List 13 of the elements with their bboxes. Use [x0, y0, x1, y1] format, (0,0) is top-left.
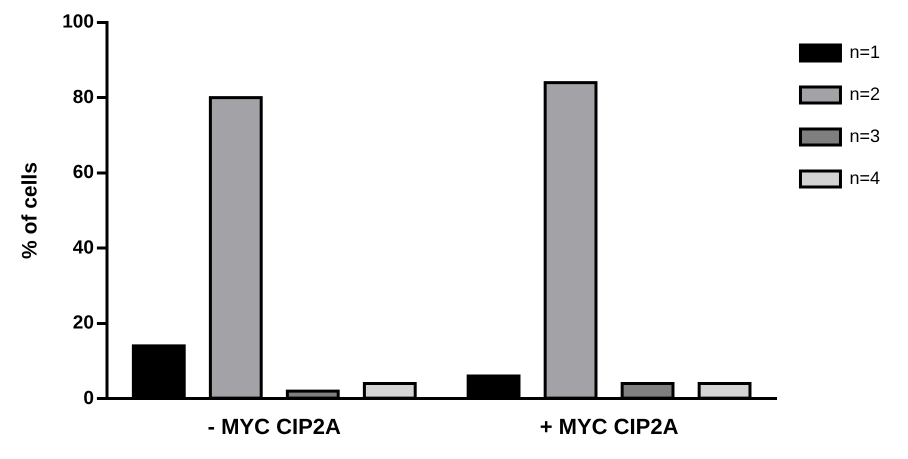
y-tick-label: 20 — [72, 312, 94, 334]
legend-label: n=3 — [849, 126, 880, 146]
y-tick-label: 0 — [83, 388, 94, 409]
y-tick-label: 100 — [62, 12, 94, 33]
y-tick-label: 60 — [72, 162, 94, 184]
y-tick-label: 40 — [72, 237, 94, 258]
legend-label: n=1 — [849, 42, 880, 62]
legend-label: n=2 — [849, 84, 880, 104]
x-tick-label: - MYC CIP2A — [208, 414, 342, 439]
y-axis-title: % of cells — [18, 162, 42, 259]
legend-label: n=4 — [849, 168, 880, 188]
x-tick-label: + MYC CIP2A — [540, 414, 679, 439]
y-tick-label: 80 — [72, 86, 94, 108]
